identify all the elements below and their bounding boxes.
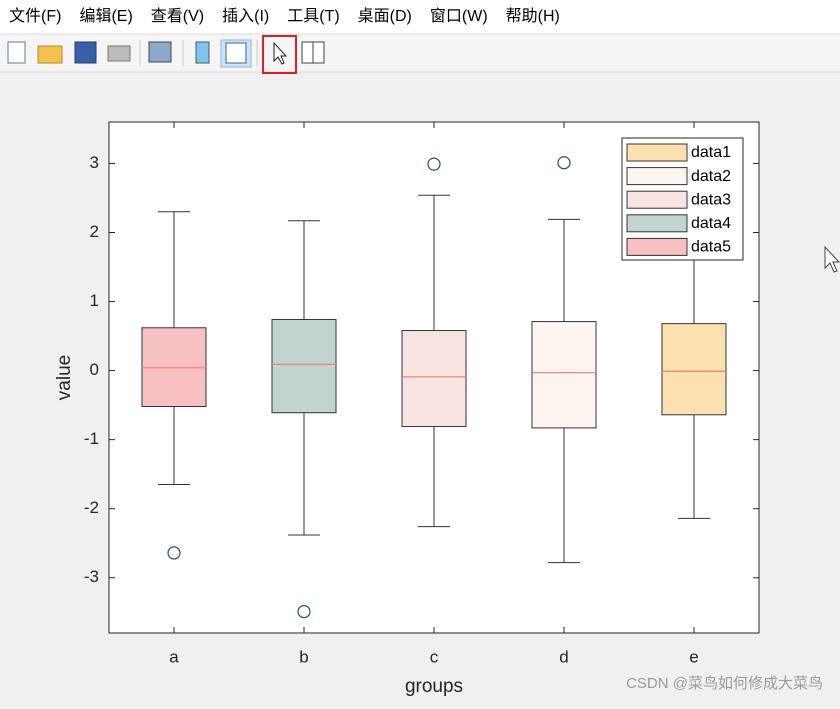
menu-item[interactable]: 文件(F)	[9, 7, 61, 25]
y-tick-label: -3	[84, 567, 99, 586]
y-tick-label: 1	[90, 291, 99, 310]
y-tick-label: 0	[90, 360, 99, 379]
box	[401, 330, 467, 428]
legend-label: data3	[691, 191, 731, 208]
y-tick-label: 2	[90, 222, 99, 241]
box	[141, 327, 207, 408]
highlight-box	[262, 35, 297, 74]
x-axis-label: groups	[405, 676, 463, 697]
menu-item[interactable]: 帮助(H)	[506, 7, 560, 25]
legend-swatch	[626, 143, 688, 162]
box	[661, 323, 727, 416]
legend-swatch	[626, 190, 688, 209]
toolbar-icons	[7, 35, 325, 74]
pointer-icon[interactable]	[273, 41, 288, 65]
y-tick-label: -2	[84, 498, 99, 517]
legend-swatch	[626, 167, 688, 186]
outlier	[297, 604, 311, 619]
outlier	[427, 157, 441, 171]
x-tick-label: c	[430, 647, 439, 666]
new-icon[interactable]	[7, 41, 26, 64]
y-axis-label: value	[54, 355, 75, 400]
legend-label: data1	[691, 144, 731, 161]
legend-label: data4	[691, 215, 731, 232]
colorbar-icon[interactable]	[195, 41, 210, 64]
watermark: CSDN @菜鸟如何修成大菜鸟	[626, 675, 823, 692]
legend-swatch	[626, 237, 688, 256]
x-tick-label: a	[169, 647, 179, 666]
y-tick-label: 3	[90, 153, 99, 172]
link-icon[interactable]	[148, 41, 172, 63]
cursor	[824, 245, 840, 273]
print-icon[interactable]	[107, 45, 131, 62]
x-tick-label: b	[299, 647, 308, 666]
legend: data1 data2 data3 data4 data5	[621, 137, 744, 261]
menu-item[interactable]: 编辑(E)	[79, 7, 132, 25]
menu-item[interactable]: 插入(I)	[222, 7, 269, 25]
outlier	[167, 546, 181, 560]
y-tick-label: -1	[84, 429, 99, 448]
menu-item[interactable]: 桌面(D)	[358, 7, 412, 25]
save-icon[interactable]	[74, 41, 97, 64]
box	[531, 321, 597, 429]
legend-label: data5	[691, 239, 731, 256]
x-tick-label: d	[559, 647, 568, 666]
open-icon[interactable]	[37, 45, 63, 64]
legend-swatch	[626, 214, 688, 233]
box	[271, 318, 337, 414]
outlier	[557, 156, 571, 170]
menu-bar	[0, 0, 840, 34]
menu-item[interactable]: 工具(T)	[287, 8, 339, 25]
menu-item[interactable]: 窗口(W)	[430, 7, 488, 25]
menu-item[interactable]: 查看(V)	[151, 7, 204, 25]
legend-label: data2	[691, 168, 731, 185]
x-tick-label: e	[689, 647, 698, 666]
